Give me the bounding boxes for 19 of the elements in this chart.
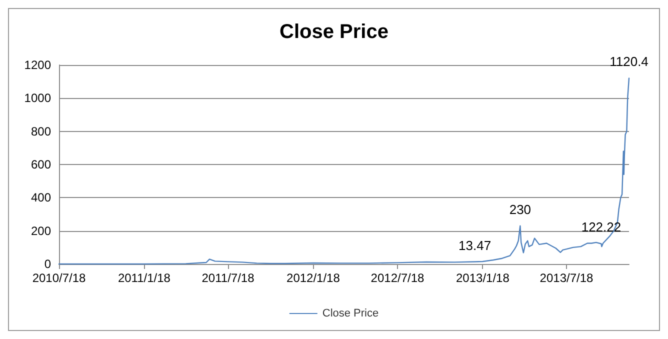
x-tick-label: 2012/1/18 bbox=[286, 271, 340, 285]
data-label: 230 bbox=[509, 202, 532, 217]
y-tick-label: 1000 bbox=[24, 91, 52, 106]
x-tick-label: 2013/1/18 bbox=[456, 271, 510, 285]
data-label: 1120.4 bbox=[610, 54, 648, 70]
chart-title: Close Price bbox=[280, 21, 388, 43]
x-tick-label: 2013/7/18 bbox=[540, 271, 594, 285]
y-tick-label: 200 bbox=[30, 224, 52, 238]
y-tick-label: 600 bbox=[30, 158, 52, 172]
data-label: 13.47 bbox=[458, 238, 492, 253]
x-tick-label: 2011/7/18 bbox=[202, 271, 255, 285]
y-tick-label: 400 bbox=[30, 190, 52, 205]
y-tick-label: 0 bbox=[44, 257, 52, 271]
y-tick-label: 1200 bbox=[24, 58, 52, 72]
y-tick-label: 800 bbox=[30, 124, 52, 138]
x-tick-label: 2012/7/18 bbox=[370, 271, 424, 285]
x-tick-label: 2011/1/18 bbox=[118, 271, 171, 285]
x-tick-label: 2010/7/18 bbox=[32, 271, 86, 285]
legend-label: Close Price bbox=[322, 308, 379, 320]
